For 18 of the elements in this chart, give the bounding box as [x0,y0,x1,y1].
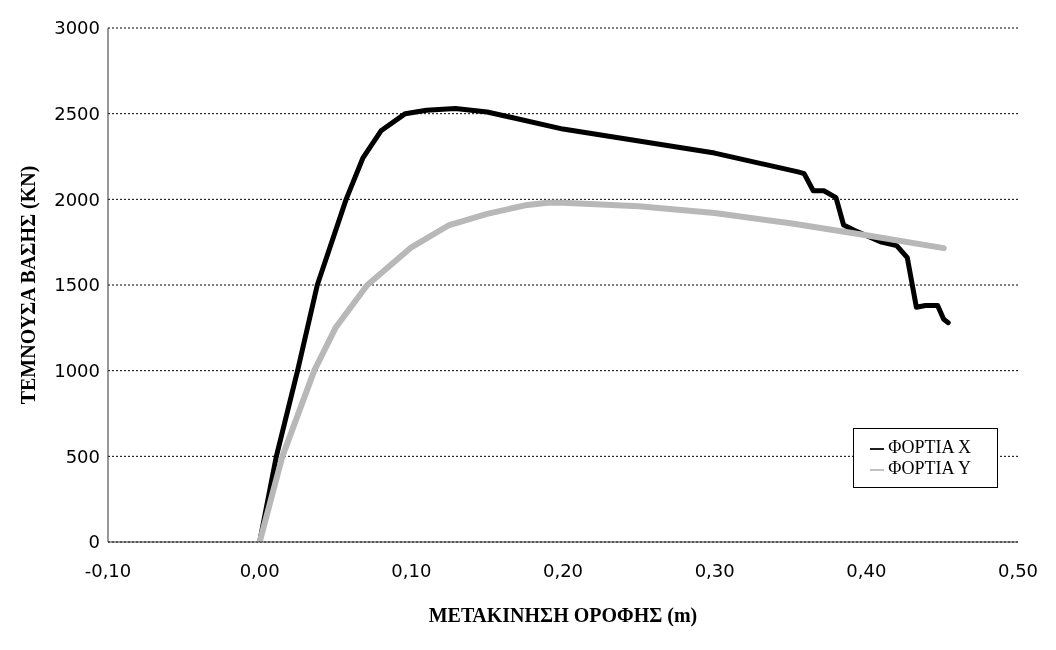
y-tick-label: 1500 [54,274,100,296]
y-tick-label: 2500 [54,103,100,125]
x-tick-label: 0,00 [239,559,280,581]
x-tick-label: 0,10 [391,559,432,581]
x-axis-title: ΜΕΤΑΚΙΝΗΣΗ ΟΡΟΦΗΣ (m) [428,604,698,627]
x-tick-label: -0,10 [84,559,132,581]
x-tick-label: 0,50 [997,559,1039,581]
x-tick-label: 0,30 [694,559,735,581]
y-tick-label: 3000 [54,17,100,39]
y-tick-label: 500 [65,445,100,467]
legend-label: ΦΟΡΤΙΑ Y [888,458,971,478]
y-tick-label: 1000 [54,360,100,382]
x-tick-label: 0,20 [542,559,584,581]
y-tick-label: 2000 [54,188,100,210]
legend-label: ΦΟΡΤΙΑ X [888,437,971,457]
y-axis-title: ΤΕΜΝΟΥΣΑ ΒΑΣΗΣ (KN) [17,165,41,405]
y-tick-label: 0 [88,531,100,553]
x-tick-label: 0,40 [846,559,887,581]
